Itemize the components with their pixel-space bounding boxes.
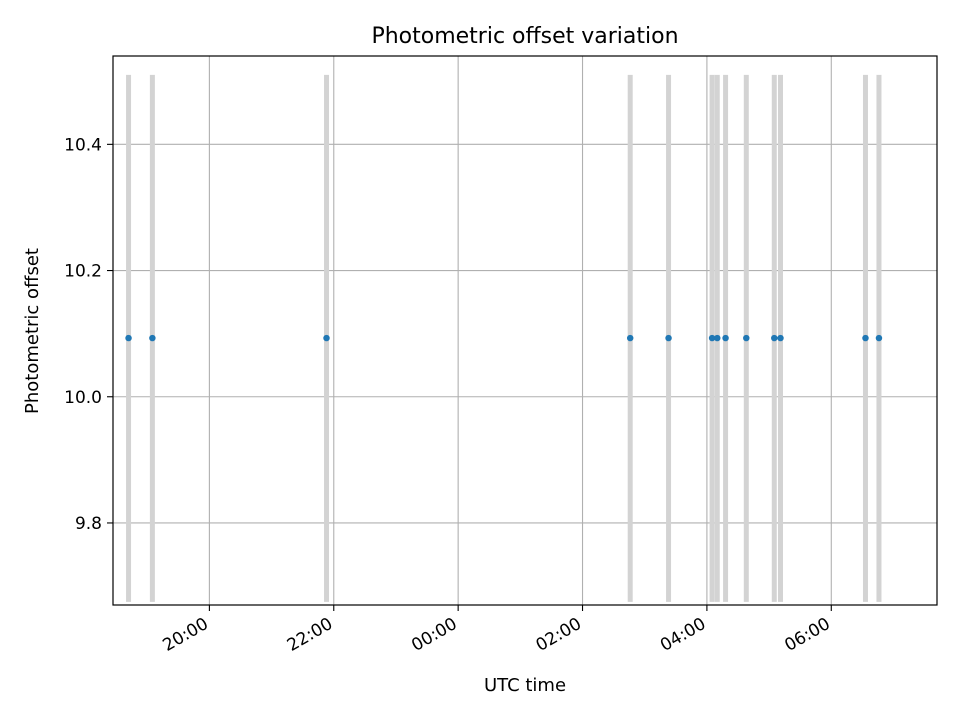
data-point (743, 334, 750, 342)
y-axis: 9.8 10.0 10.2 10.4 (64, 135, 113, 534)
point-layer (125, 334, 883, 342)
data-point (771, 334, 778, 342)
x-axis-label: UTC time (484, 675, 566, 696)
data-point (722, 334, 729, 342)
data-point (714, 334, 721, 342)
plot-area-frame (112, 55, 938, 606)
data-point (665, 334, 672, 342)
data-point (708, 334, 716, 342)
data-point (149, 334, 156, 342)
y-tick-label: 10.0 (64, 388, 102, 408)
data-point (862, 334, 869, 342)
y-tick-label: 10.2 (64, 262, 102, 282)
data-point (875, 334, 883, 342)
data-point (777, 334, 784, 342)
chart-title: Photometric offset variation (371, 24, 678, 49)
data-point (323, 334, 330, 342)
data-point (125, 334, 132, 342)
data-point (627, 334, 634, 342)
grid-layer (113, 56, 937, 605)
y-axis-label: Photometric offset (22, 248, 43, 414)
y-tick-label: 10.4 (64, 135, 102, 155)
y-tick-label: 9.8 (75, 514, 102, 534)
